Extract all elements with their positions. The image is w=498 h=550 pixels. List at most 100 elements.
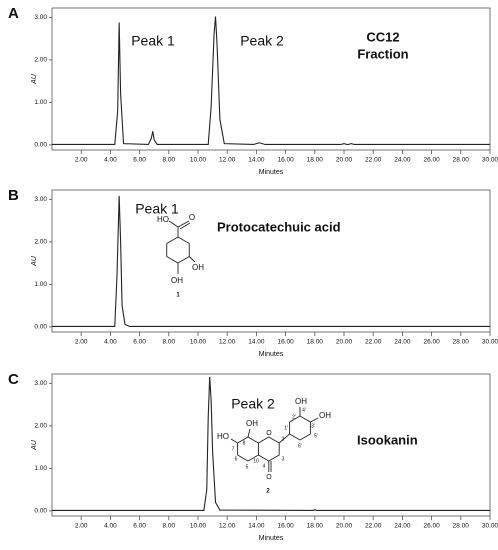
- structure-label: 3: [282, 456, 285, 462]
- chart-panel: C 0.00 1.00 2.00 3.00 2.00 4.00 6.00 8.00 10.00 12…: [8, 371, 498, 542]
- x-tick-label: 14.00: [248, 339, 265, 346]
- x-tick-label: 12.00: [219, 339, 236, 346]
- y-axis-label: AU: [31, 73, 38, 85]
- annotation: Fraction: [357, 46, 408, 61]
- x-axis-label: Minutes: [259, 535, 284, 542]
- y-tick-label: 0.00: [34, 142, 47, 149]
- plot-frame: [51, 189, 491, 333]
- x-tick-label: 16.00: [277, 523, 294, 530]
- y-axis-label: AU: [31, 439, 38, 451]
- y-tick-label: 0.00: [34, 324, 47, 331]
- y-tick-label: 0.00: [34, 508, 47, 515]
- structure-label: HO: [217, 432, 229, 441]
- x-tick-label: 4.00: [104, 157, 117, 164]
- x-tick-label: 28.00: [453, 157, 470, 164]
- x-tick-label: 4.00: [104, 339, 117, 346]
- structure-label: OH: [192, 263, 204, 272]
- structure-label: 6: [235, 456, 238, 462]
- structure-label: OH: [246, 419, 258, 428]
- annotation: CC12: [366, 29, 399, 44]
- annotation: Peak 1: [135, 201, 179, 217]
- structure-label: 2: [282, 436, 285, 442]
- annotation: Peak 2: [240, 33, 284, 49]
- plot-frame: [51, 7, 491, 151]
- structure-label: O: [266, 474, 272, 481]
- panel-label: A: [8, 5, 19, 22]
- structure-bond: [177, 220, 190, 228]
- structure-label: 2: [266, 489, 270, 495]
- structure-label: 1: [176, 293, 180, 299]
- x-tick-label: 12.00: [219, 157, 236, 164]
- structure-label: O: [266, 430, 272, 437]
- x-tick-label: 22.00: [365, 339, 382, 346]
- x-tick-label: 4.00: [104, 523, 117, 530]
- structure-label: 4': [302, 407, 306, 413]
- x-tick-label: 20.00: [336, 523, 353, 530]
- structure-label: O: [189, 213, 195, 222]
- annotation: Peak 1: [131, 33, 175, 49]
- x-tick-label: 30.00: [482, 339, 498, 346]
- x-tick-label: 2.00: [75, 523, 88, 530]
- structure-label: HO: [157, 215, 169, 224]
- x-tick-label: 10.00: [190, 339, 207, 346]
- x-tick-label: 28.00: [453, 339, 470, 346]
- structure-bond: [258, 436, 280, 462]
- chromatogram-line: [52, 376, 490, 512]
- x-tick-label: 16.00: [277, 157, 294, 164]
- chart-panel: B0.001.002.003.002.00 4.00 6.00 8.00 10.00 12…: [8, 187, 498, 358]
- structure-bond: [310, 417, 319, 423]
- x-tick-label: 8.00: [162, 339, 175, 346]
- x-tick-label: 18.00: [307, 339, 324, 346]
- y-tick-label: 2.00: [34, 57, 47, 64]
- structure-bond: [278, 433, 290, 444]
- panel-label: C: [8, 371, 19, 388]
- x-tick-label: 16.00: [277, 339, 294, 346]
- x-tick-label: 10.00: [190, 157, 207, 164]
- structure-bond: [179, 222, 191, 230]
- x-tick-label: 24.00: [394, 339, 411, 346]
- structure-label: 2': [292, 414, 296, 420]
- y-tick-label: 2.00: [34, 423, 47, 430]
- structure-label: OH: [319, 411, 331, 420]
- x-tick-label: 20.00: [336, 157, 353, 164]
- structure-bond: [188, 256, 196, 263]
- structure-label: 3': [311, 423, 315, 429]
- x-tick-label: 26.00: [423, 523, 440, 530]
- structure-bond: [289, 415, 311, 441]
- y-tick-label: 1.00: [34, 465, 47, 472]
- annotation: Isookanin: [357, 432, 418, 447]
- plot-frame: [51, 373, 491, 517]
- x-tick-label: 2.00: [75, 339, 88, 346]
- structure-bond: [168, 220, 179, 228]
- x-axis-label: Minutes: [259, 169, 284, 176]
- y-tick-label: 3.00: [34, 196, 47, 203]
- structure-label: 7: [232, 446, 235, 452]
- structure-bond: [166, 236, 190, 264]
- x-tick-label: 18.00: [307, 523, 324, 530]
- x-tick-label: 24.00: [394, 523, 411, 530]
- y-tick-label: 1.00: [34, 281, 47, 288]
- chart-panel: A 0.00 1.00 2.00 3.00 2.00 4.00 6.00 8.00 10.00 12…: [8, 5, 498, 176]
- y-tick-label: 1.00: [34, 99, 47, 106]
- structure-label: 4: [263, 463, 266, 469]
- structure-label: 10: [253, 458, 259, 464]
- x-tick-label: 22.00: [365, 523, 382, 530]
- x-tick-label: 30.00: [482, 157, 498, 164]
- x-tick-label: 6.00: [133, 339, 146, 346]
- y-axis-label: AU: [31, 255, 38, 267]
- x-tick-label: 14.00: [248, 157, 265, 164]
- x-tick-label: 26.00: [423, 339, 440, 346]
- structure-label: OH: [171, 276, 183, 285]
- x-tick-label: 2.00: [75, 157, 88, 164]
- y-tick-label: 3.00: [34, 14, 47, 21]
- structure-label: 5': [314, 433, 318, 439]
- structure-bond: [237, 436, 259, 462]
- chromatogram-line: [52, 195, 490, 328]
- x-tick-label: 12.00: [219, 523, 236, 530]
- x-tick-label: 8.00: [162, 157, 175, 164]
- structure-label: OH: [295, 397, 307, 406]
- structure-bond: [230, 438, 238, 444]
- x-tick-label: 30.00: [482, 523, 498, 530]
- x-tick-label: 28.00: [453, 523, 470, 530]
